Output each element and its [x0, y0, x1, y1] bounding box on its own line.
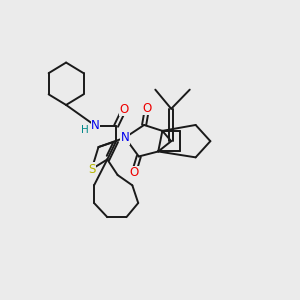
Text: H: H — [81, 125, 88, 135]
Text: O: O — [119, 103, 129, 116]
Text: S: S — [88, 163, 95, 176]
Text: N: N — [121, 131, 129, 144]
Text: O: O — [129, 167, 138, 179]
Text: O: O — [142, 102, 152, 115]
Text: N: N — [91, 119, 100, 132]
